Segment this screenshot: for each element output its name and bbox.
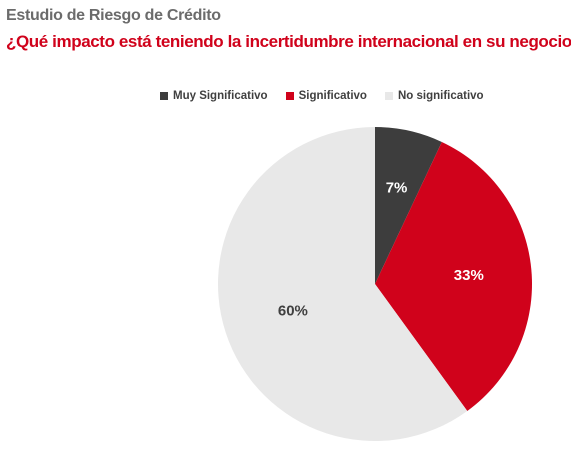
legend-swatch bbox=[160, 92, 168, 100]
pie-slice-significativo bbox=[375, 141, 532, 412]
chart-supertitle: Estudio de Riesgo de Crédito bbox=[6, 7, 221, 24]
legend-label: No significativo bbox=[397, 90, 484, 102]
legend-swatch bbox=[384, 92, 393, 100]
legend-item-significativo: Significativo bbox=[285, 90, 367, 102]
legend-label: Significativo bbox=[298, 90, 367, 102]
pie-slice-no-significativo bbox=[217, 127, 468, 441]
chart-legend: Muy Significativo Significativo No signi… bbox=[160, 90, 484, 102]
legend-item-no-significativo: No significativo bbox=[384, 90, 484, 102]
legend-swatch bbox=[285, 92, 294, 100]
pie-slice-muy-significativo bbox=[375, 127, 442, 284]
legend-label: Muy Significativo bbox=[173, 90, 268, 102]
data-label: 33% bbox=[454, 267, 484, 284]
legend-item-muy-significativo: Muy Significativo bbox=[160, 90, 268, 102]
data-label: 7% bbox=[386, 179, 408, 196]
data-label: 60% bbox=[278, 303, 308, 320]
chart-title: ¿Qué impacto está teniendo la incertidum… bbox=[6, 32, 571, 51]
